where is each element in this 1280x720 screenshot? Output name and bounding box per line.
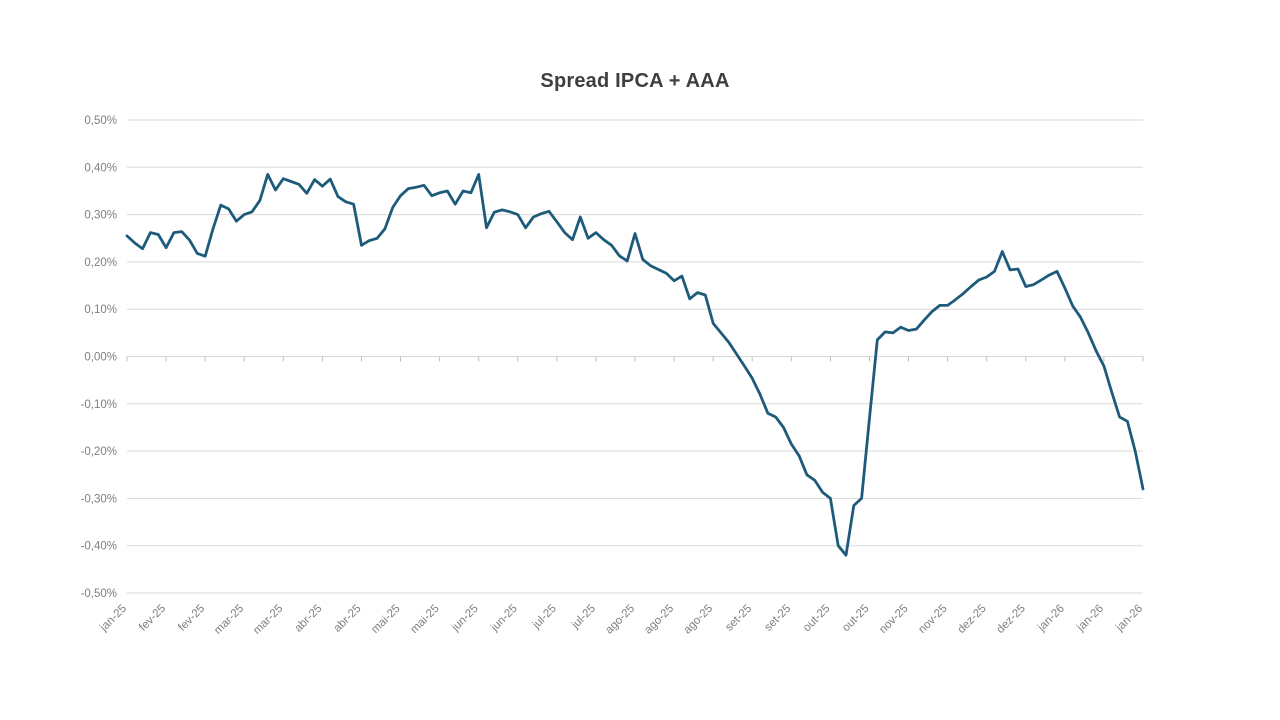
x-axis-tick-label: abr-25	[293, 603, 325, 635]
y-axis-tick-label: -0,10%	[81, 399, 117, 411]
x-axis-tick-label: fev-25	[176, 603, 207, 634]
y-axis-tick-label: 0,00%	[84, 352, 117, 364]
y-axis-tick-label: 0,40%	[84, 162, 117, 174]
x-axis-tick-label: fev-25	[137, 603, 168, 634]
x-axis-tick-label: jun-25	[449, 603, 481, 635]
y-axis-tick-label: -0,40%	[81, 541, 117, 553]
x-axis-tick-label: jan-26	[1035, 603, 1067, 635]
x-axis-tick-label: dez-25	[955, 603, 988, 636]
x-axis-tick-label: set-25	[762, 603, 793, 634]
y-axis-tick-label: -0,50%	[81, 588, 117, 600]
x-axis-tick-label: nov-25	[877, 603, 910, 636]
x-axis-tick-label: abr-25	[332, 603, 364, 635]
y-axis-tick-label: 0,10%	[84, 304, 117, 316]
x-axis-tick-label: jul-25	[569, 603, 598, 632]
y-axis-tick-label: 0,30%	[84, 210, 117, 222]
data-series-line	[125, 172, 1145, 557]
x-axis-tick-label: out-25	[840, 603, 872, 635]
x-axis-tick-label: jul-25	[530, 603, 559, 632]
x-axis-tick-label: mar-25	[212, 603, 246, 637]
x-axis-tick-label: out-25	[801, 603, 833, 635]
x-axis-tick-label: ago-25	[603, 603, 637, 637]
x-axis-tick-label: mai-25	[408, 603, 441, 636]
y-axis-tick-label: 0,50%	[84, 115, 117, 127]
x-axis-tick-label: mai-25	[369, 603, 402, 636]
x-axis-tick-label: nov-25	[916, 603, 949, 636]
x-axis-tick-label: ago-25	[642, 603, 676, 637]
x-axis-tick-label: mar-25	[251, 603, 285, 637]
y-axis-tick-label: -0,30%	[81, 493, 117, 505]
x-axis-tick-label: jan-26	[1113, 603, 1145, 635]
x-axis-tick-label: jan-25	[97, 603, 129, 635]
chart-title: Spread IPCA + AAA	[540, 70, 730, 92]
x-axis-tick-label: ago-25	[682, 603, 716, 637]
x-axis-tick-label: dez-25	[995, 603, 1028, 636]
x-axis-tick-label: set-25	[723, 603, 754, 634]
y-axis-tick-label: -0,20%	[81, 446, 117, 458]
x-axis-tick-label: jan-26	[1074, 603, 1106, 635]
x-axis-tick-label: jun-25	[488, 603, 520, 635]
y-axis-tick-label: 0,20%	[84, 257, 117, 269]
